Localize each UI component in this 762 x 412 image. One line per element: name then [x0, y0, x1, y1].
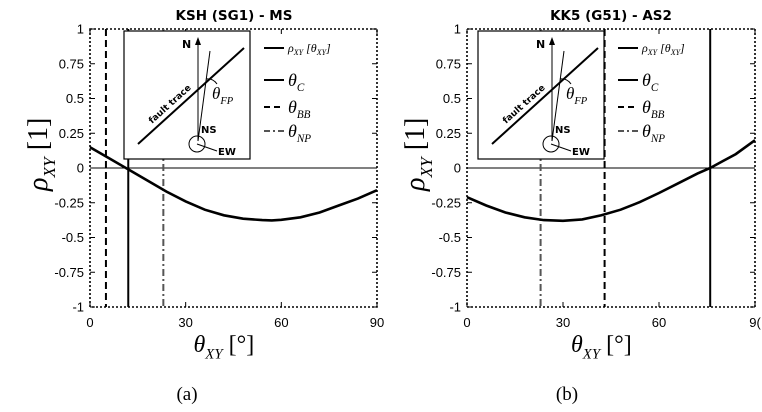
x-tick-label: 60 [652, 315, 666, 330]
chart-panel-1: KK5 (G51) - AS2 1 0.75 0.5 0.25 0 -0.25 -0.5 -0.… [400, 8, 761, 405]
north-arrow-head [549, 37, 555, 45]
ew-axis-line [550, 143, 572, 152]
y-tick-label: 0 [454, 161, 461, 176]
chart-title: KK5 (G51) - AS2 [550, 8, 672, 24]
x-tick-label: 9( [749, 315, 761, 330]
y-tick-label: 0.75 [59, 56, 84, 71]
y-tick-label: -0.75 [431, 265, 461, 280]
x-tick-label: 90 [370, 315, 384, 330]
y-tick-label: -1 [449, 300, 461, 315]
y-tick-label: -0.25 [431, 195, 461, 210]
panel-caption: (b) [556, 384, 578, 405]
north-label: N [182, 38, 191, 51]
y-tick-label: 1 [77, 22, 84, 37]
y-tick-label: 0.5 [66, 91, 84, 106]
legend-theta-bb-label: θBB [288, 97, 311, 121]
fault-trace-line [137, 47, 245, 145]
x-tick-label: 0 [86, 315, 93, 330]
series-line [466, 139, 756, 223]
y-tick-label: -0.5 [62, 230, 84, 245]
angle-arc [205, 78, 218, 85]
series-line [89, 146, 378, 222]
legend-theta-bb-label: θBB [642, 97, 665, 121]
sensor-circle [542, 135, 560, 153]
y-tick-label: 1 [454, 22, 461, 37]
fault-trace-line [491, 47, 599, 145]
y-axis-label: ρXY [1] [400, 118, 436, 192]
legend-theta-np-label: θNP [642, 121, 665, 145]
legend-theta-np-label: θNP [288, 121, 311, 145]
ew-label: EW [218, 147, 236, 158]
y-tick-label: -0.5 [439, 230, 461, 245]
legend-rho-label: ρXY [θXY] [641, 41, 685, 57]
legend-theta-c-label: θC [288, 70, 305, 94]
ew-label: EW [572, 147, 590, 158]
chart-panel-0: KSH (SG1) - MS 1 0.75 0.5 0.25 0 -0.25 -0.5 -0.7… [23, 8, 384, 405]
x-tick-label: 60 [274, 315, 288, 330]
angle-arc [559, 78, 572, 85]
y-tick-label: 0.5 [443, 91, 461, 106]
theta-fp-label: θFP [212, 84, 234, 107]
y-tick-label: -0.25 [54, 195, 84, 210]
x-axis-label: θXY [°] [571, 332, 632, 363]
x-tick-label: 30 [556, 315, 570, 330]
y-axis-label: ρXY [1] [23, 118, 59, 192]
x-axis-label: θXY [°] [194, 332, 255, 363]
y-tick-label: 0 [77, 161, 84, 176]
sensor-axis-line [551, 50, 565, 142]
y-tick-label: 0.75 [436, 56, 461, 71]
x-tick-label: 30 [178, 315, 192, 330]
theta-fp-label: θFP [566, 84, 588, 107]
chart-title: KSH (SG1) - MS [176, 8, 293, 24]
legend-rho-label: ρXY [θXY] [287, 41, 331, 57]
ns-label: NS [201, 125, 217, 136]
panel-caption: (a) [176, 384, 197, 405]
y-tick-label: -1 [72, 300, 84, 315]
legend-theta-c-label: θC [642, 70, 659, 94]
sensor-axis-line [197, 50, 211, 142]
sensor-circle [188, 135, 206, 153]
y-tick-label: 0.25 [436, 126, 461, 141]
y-tick-label: 0.25 [59, 126, 84, 141]
y-tick-label: -0.75 [54, 265, 84, 280]
north-arrow-head [195, 37, 201, 45]
ns-label: NS [555, 125, 571, 136]
north-label: N [536, 38, 545, 51]
x-tick-label: 0 [463, 315, 470, 330]
ew-axis-line [196, 143, 218, 152]
